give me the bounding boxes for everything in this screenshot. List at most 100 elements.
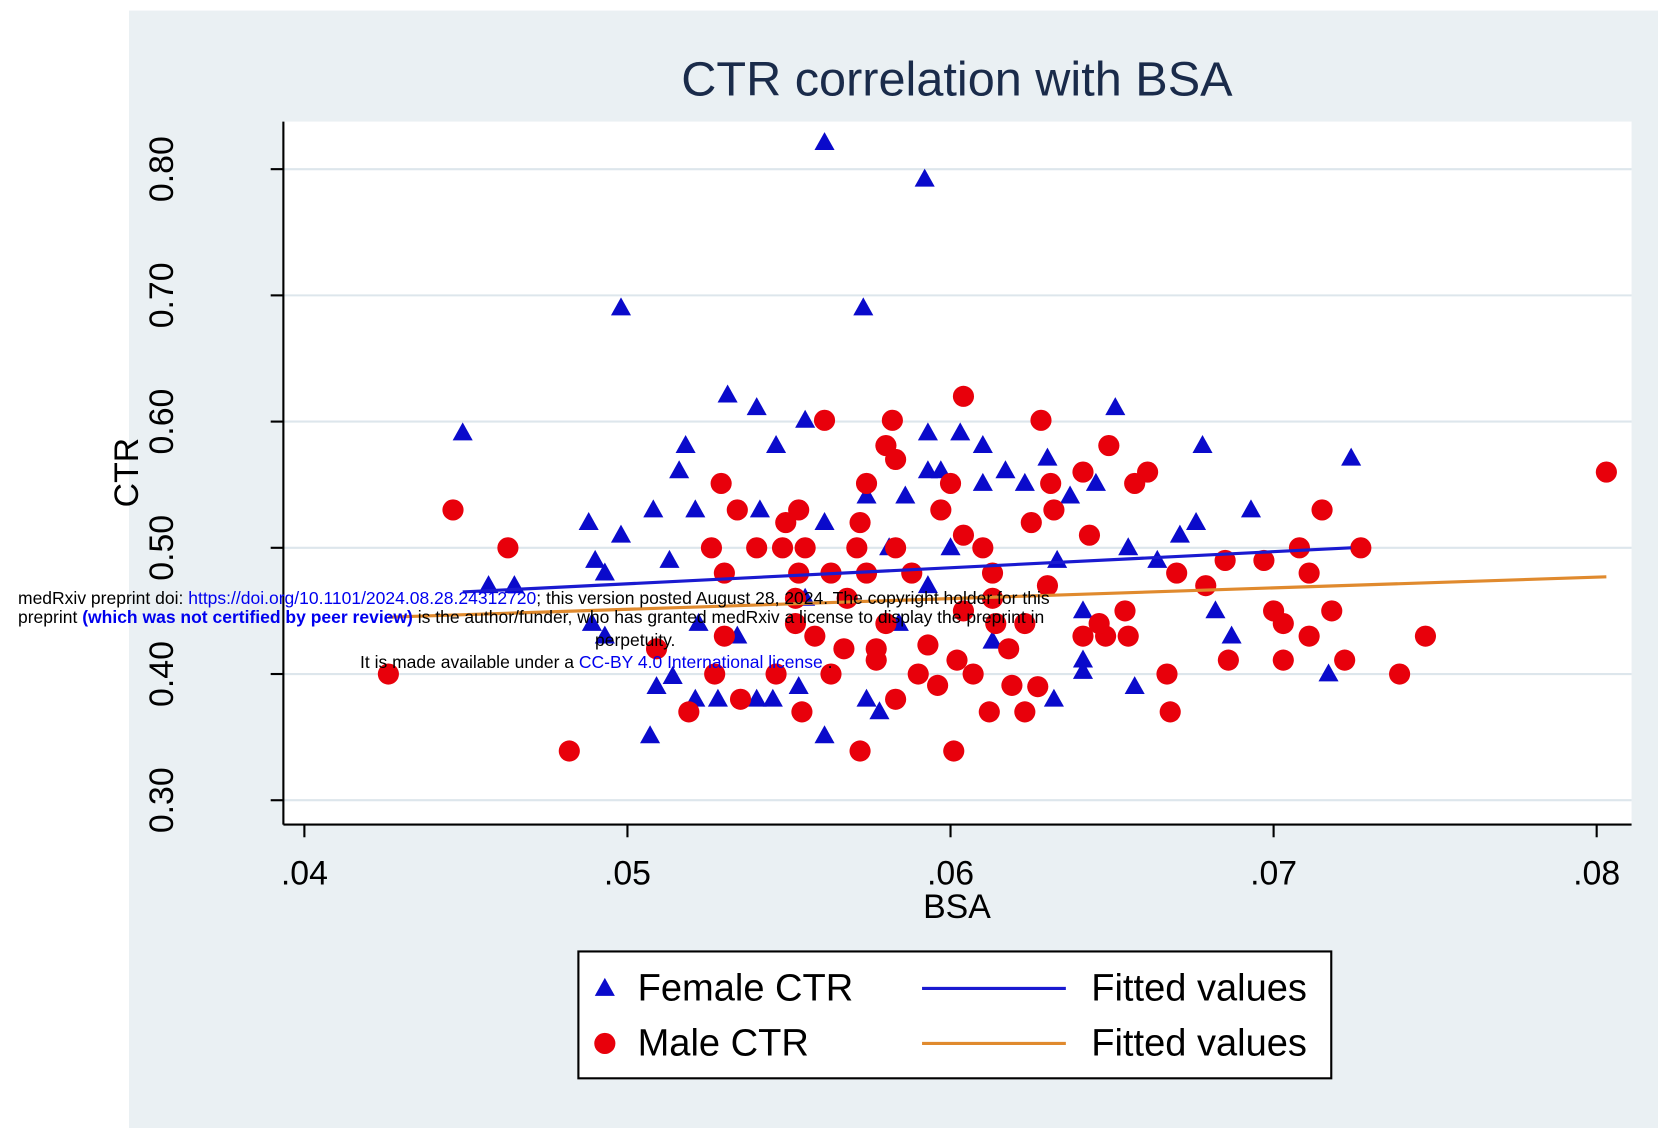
data-point xyxy=(1272,649,1294,671)
data-point xyxy=(1014,612,1036,635)
data-point xyxy=(940,537,961,556)
data-point xyxy=(710,472,732,495)
data-point xyxy=(688,612,709,631)
data-point xyxy=(917,422,938,441)
data-point xyxy=(1124,676,1145,695)
legend-swatch xyxy=(594,977,615,996)
data-point xyxy=(813,409,836,431)
data-point xyxy=(869,701,890,720)
plot-area xyxy=(283,121,1632,825)
data-point xyxy=(377,663,399,685)
watermark-line: preprint (which was not certified by pee… xyxy=(18,607,1044,627)
data-point xyxy=(1205,600,1226,619)
data-point xyxy=(746,397,767,416)
data-point xyxy=(1027,676,1049,698)
y-tick-label: 0.50 xyxy=(143,515,181,581)
watermark-text: It is made available under a xyxy=(360,652,579,672)
y-tick-label: 0.80 xyxy=(143,136,181,202)
data-point xyxy=(1240,499,1262,518)
data-point xyxy=(1072,625,1094,647)
data-point xyxy=(885,448,907,471)
data-point xyxy=(1098,434,1120,457)
data-point xyxy=(952,600,975,622)
data-point xyxy=(914,168,935,187)
data-point xyxy=(794,537,816,559)
watermark-text: ; this version posted August 28, 2024. T… xyxy=(536,588,1050,608)
data-point xyxy=(669,460,690,479)
data-point xyxy=(497,537,519,559)
data-point xyxy=(795,409,816,428)
watermark-line: medRxiv preprint doi: https://doi.org/10… xyxy=(18,588,1050,608)
data-point xyxy=(1072,461,1094,483)
data-point xyxy=(685,499,706,518)
data-point xyxy=(1040,472,1062,495)
x-axis-label: BSA xyxy=(923,888,991,926)
watermark-text: preprint xyxy=(18,607,83,627)
data-point xyxy=(1001,674,1023,696)
data-point xyxy=(1298,625,1320,647)
data-point xyxy=(659,549,680,568)
data-point xyxy=(1118,537,1139,556)
data-point xyxy=(855,472,878,495)
data-point xyxy=(1124,472,1146,495)
data-point xyxy=(917,460,938,479)
data-point xyxy=(1169,524,1190,543)
watermark-text: . xyxy=(822,652,833,672)
data-point xyxy=(594,625,615,644)
watermark-link[interactable]: CC-BY 4.0 International license xyxy=(578,652,823,672)
data-point xyxy=(594,562,615,581)
fitted-line xyxy=(462,546,1352,594)
data-point xyxy=(1159,701,1181,723)
data-point xyxy=(853,297,874,316)
data-point xyxy=(640,725,661,744)
y-axis-label: CTR xyxy=(108,438,146,508)
data-point xyxy=(746,688,767,707)
data-point xyxy=(713,625,735,647)
data-point xyxy=(1156,663,1178,685)
data-point xyxy=(927,674,949,696)
watermark-text: is the author/funder, who has granted me… xyxy=(412,607,1045,627)
data-point xyxy=(788,499,810,521)
legend-swatch xyxy=(594,1032,616,1054)
data-point xyxy=(881,409,903,431)
data-point xyxy=(1072,649,1094,668)
data-point xyxy=(662,665,683,684)
data-point xyxy=(895,485,916,504)
data-point xyxy=(1186,511,1207,530)
data-point xyxy=(1037,447,1058,466)
data-point xyxy=(1195,575,1217,597)
data-point xyxy=(717,384,738,403)
data-point xyxy=(1105,397,1126,416)
data-point xyxy=(982,630,1003,649)
data-point xyxy=(1389,663,1411,685)
data-point xyxy=(726,499,748,521)
data-point xyxy=(645,638,668,660)
legend-box xyxy=(577,950,1333,1080)
data-point xyxy=(775,511,797,534)
data-point xyxy=(675,434,696,453)
data-point xyxy=(849,511,871,534)
y-tick-label: 0.40 xyxy=(143,641,181,707)
x-tick-label: .04 xyxy=(281,854,328,892)
watermark-link[interactable]: https://doi.org/10.1101/2024.08.28.24312… xyxy=(188,588,537,608)
data-point xyxy=(788,676,809,695)
watermark-line: perpetuity. xyxy=(595,630,676,650)
data-point xyxy=(1192,434,1213,453)
data-point xyxy=(1311,499,1333,521)
data-point xyxy=(1117,625,1139,647)
data-point xyxy=(442,499,464,521)
data-point xyxy=(875,612,897,635)
data-point xyxy=(820,663,842,685)
data-point xyxy=(788,562,810,584)
data-point xyxy=(1350,537,1372,559)
data-point xyxy=(1595,461,1617,483)
watermark-bold: (which was not certified by peer review) xyxy=(82,607,413,627)
data-point xyxy=(746,537,768,559)
data-point xyxy=(943,740,965,762)
data-point xyxy=(1078,524,1101,546)
data-point xyxy=(930,499,952,521)
data-point xyxy=(771,537,794,559)
marks xyxy=(377,132,1617,762)
data-point xyxy=(885,537,907,559)
